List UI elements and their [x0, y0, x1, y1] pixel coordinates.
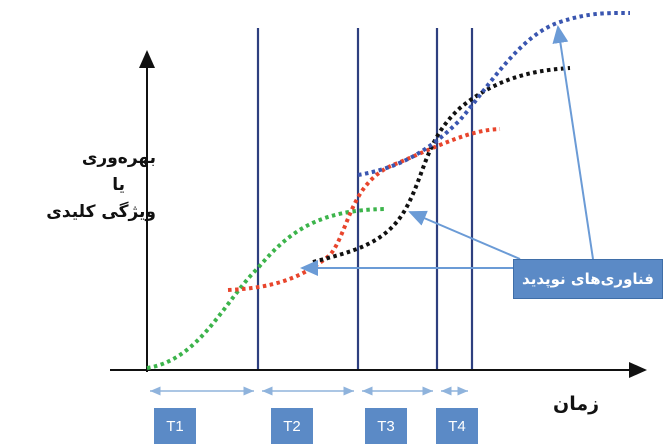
y-axis-label-line-3: ویژگی کلیدی	[46, 202, 156, 222]
period-label-t3: T3	[365, 408, 407, 444]
red-s-curve	[227, 127, 501, 292]
y-axis-label-line-1: بهره‌وری	[81, 148, 156, 168]
callout-pointer-3	[552, 25, 594, 260]
callout-pointer-2	[408, 210, 521, 260]
period-label-t4: T4	[436, 408, 478, 444]
period-label-t1: T1	[154, 408, 196, 444]
x-axis-label: زمان	[553, 393, 600, 415]
emerging-technologies-callout: فناوری‌های نوپدید	[513, 259, 663, 299]
period-label-t2: T2	[271, 408, 313, 444]
black-s-curve	[312, 66, 571, 264]
blue-s-curve	[357, 10, 631, 177]
green-s-curve	[146, 207, 386, 370]
y-axis-label-line-2: یا	[112, 175, 125, 195]
